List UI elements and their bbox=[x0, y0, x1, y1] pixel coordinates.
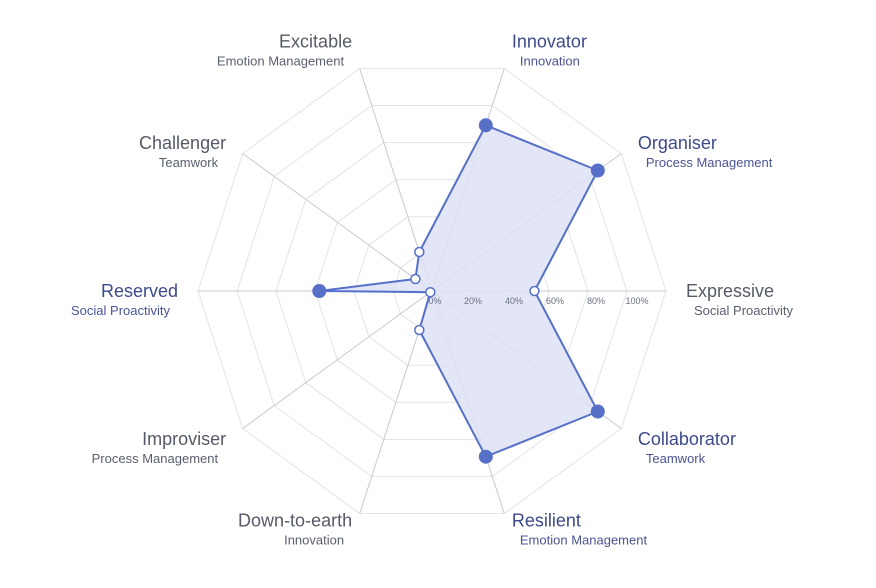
tick-label: 20% bbox=[464, 296, 482, 306]
axis-title: Collaborator bbox=[638, 429, 736, 449]
axis-subtitle: Teamwork bbox=[646, 451, 706, 466]
data-point bbox=[590, 404, 605, 419]
axis-title: Expressive bbox=[686, 281, 774, 301]
axis-title: Improviser bbox=[142, 429, 226, 449]
data-point bbox=[478, 118, 493, 133]
data-point bbox=[414, 324, 425, 336]
axis-subtitle: Social Proactivity bbox=[694, 303, 793, 318]
tick-label: 100% bbox=[625, 296, 648, 306]
axis-title: Challenger bbox=[139, 133, 226, 153]
data-point bbox=[410, 273, 421, 285]
axis-title: Innovator bbox=[512, 31, 587, 51]
axis-subtitle: Emotion Management bbox=[217, 53, 345, 68]
axis-title: Organiser bbox=[638, 133, 717, 153]
axis-title: Reserved bbox=[101, 281, 178, 301]
data-point bbox=[312, 284, 327, 298]
axis-subtitle: Innovation bbox=[284, 533, 344, 548]
radar-ticks: 0% 20% 40% 60% 80% 100% bbox=[428, 296, 648, 306]
axis-line bbox=[242, 153, 433, 292]
data-point bbox=[478, 449, 493, 464]
axis-subtitle: Social Proactivity bbox=[71, 303, 170, 318]
tick-label: 80% bbox=[587, 296, 605, 306]
tick-label: 40% bbox=[505, 296, 523, 306]
data-point bbox=[414, 246, 425, 258]
axis-subtitle: Teamwork bbox=[159, 155, 219, 170]
radar-labels: Expressive Social Proactivity Organiser Pro… bbox=[71, 31, 793, 547]
radar-points bbox=[312, 118, 605, 464]
axis-subtitle: Process Management bbox=[92, 451, 219, 466]
axis-subtitle: Emotion Management bbox=[520, 533, 648, 548]
axis-line bbox=[242, 290, 433, 429]
data-point bbox=[529, 285, 540, 297]
axis-title: Down-to-earth bbox=[238, 511, 352, 531]
axis-title: Resilient bbox=[512, 511, 581, 531]
tick-label: 60% bbox=[546, 296, 564, 306]
tick-label: 0% bbox=[428, 296, 441, 306]
data-point bbox=[425, 286, 436, 298]
axis-subtitle: Process Management bbox=[646, 155, 773, 170]
data-point bbox=[590, 163, 605, 178]
axis-subtitle: Innovation bbox=[520, 53, 580, 68]
axis-title: Excitable bbox=[279, 31, 352, 51]
